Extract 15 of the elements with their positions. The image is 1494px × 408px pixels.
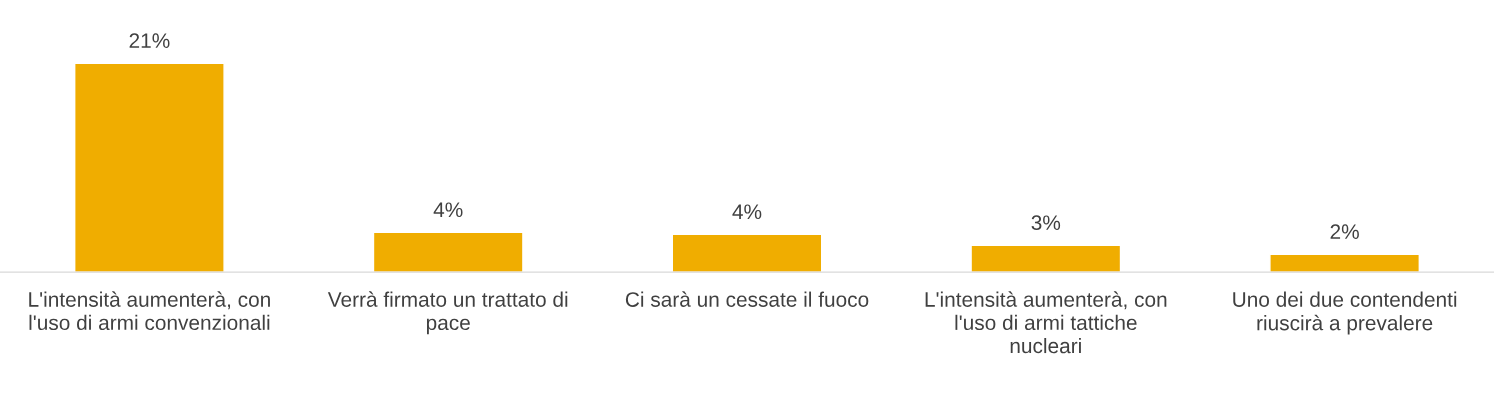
bar	[970, 244, 1122, 273]
x-tick-label: Verrà firmato un trattato di pace	[327, 291, 568, 335]
bar	[671, 233, 823, 273]
data-label: 21%	[129, 33, 170, 48]
bar	[1269, 253, 1420, 273]
x-tick-label: L'intensità aumenterà, con l'uso di armi tattiche nucleari	[925, 291, 1167, 354]
x-tick-label: Uno dei due contendenti riuscirà a prevalere	[1233, 291, 1457, 335]
data-label: 3%	[1031, 215, 1061, 231]
x-tick-label: Ci sarà un cessate il fuoco	[625, 291, 869, 307]
bar	[372, 231, 524, 273]
bar	[74, 62, 225, 273]
data-label: 4%	[433, 202, 463, 218]
data-label: 2%	[1330, 224, 1359, 239]
x-tick-label: L'intensità aumenterà, con l'uso di armi convenzionali	[29, 291, 270, 331]
data-label: 4%	[732, 204, 762, 220]
